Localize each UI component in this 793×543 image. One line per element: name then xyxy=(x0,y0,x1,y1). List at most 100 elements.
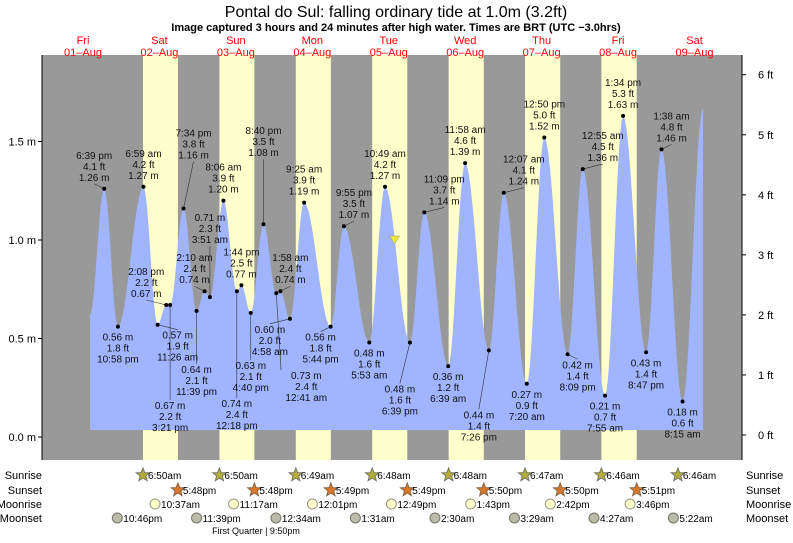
moonset-time: 4:27am xyxy=(600,514,633,525)
tide-label-ft: 3.9 ft xyxy=(293,176,315,187)
moonset-time: 3:29am xyxy=(521,514,554,525)
left-tick-label: 0.0 m xyxy=(8,432,36,444)
sunrise-row-label-right: Sunrise xyxy=(746,470,783,482)
moonset-icon xyxy=(667,512,679,524)
tide-point xyxy=(659,147,664,152)
tide-label-time: 7:26 pm xyxy=(461,432,497,443)
sunrise-icon xyxy=(517,466,534,482)
day-date: 07–Aug xyxy=(523,47,561,59)
moonset-icon xyxy=(349,512,361,524)
right-tick-label: 4 ft xyxy=(758,190,773,202)
moonset-time: 2:30am xyxy=(441,514,474,525)
tide-label-m: 0.48 m xyxy=(354,348,385,359)
tide-label-ft: 4.5 ft xyxy=(592,142,614,153)
tide-label-m: 0.43 m xyxy=(631,358,662,369)
moonset-row-label: Moonset xyxy=(0,513,42,525)
sunset-icon xyxy=(322,481,339,497)
tide-point xyxy=(407,340,412,345)
tide-label-m: 0.74 m xyxy=(222,399,253,410)
tide-label-leader xyxy=(424,207,445,213)
tide-label-ft: 4.6 ft xyxy=(454,136,476,147)
tide-label-ft: 4.8 ft xyxy=(660,122,682,133)
tide-label-m: 0.27 m xyxy=(511,390,542,401)
moonrise-icon xyxy=(624,498,636,510)
sunrise-row-label: Sunrise xyxy=(5,470,42,482)
moonset-icon xyxy=(509,512,521,524)
moonrise-time: 1:43pm xyxy=(477,500,510,511)
tide-label-time: 12:41 am xyxy=(285,393,327,404)
moonset-time: 11:39pm xyxy=(203,514,241,525)
tide-label-time: 12:55 am xyxy=(582,131,624,142)
tide-point xyxy=(422,210,427,215)
sunset-icon xyxy=(399,481,416,497)
tide-point xyxy=(367,340,372,345)
tide-point xyxy=(382,184,387,189)
tide-label-ft: 4.1 ft xyxy=(83,162,105,173)
tide-label-time: 4:40 pm xyxy=(233,383,269,394)
tide-label-time: 2:10 am xyxy=(176,253,212,264)
tide-point xyxy=(463,161,468,166)
tide-label-leader xyxy=(582,163,603,170)
tide-curve xyxy=(90,108,703,430)
moonrise-icon xyxy=(306,498,318,510)
tide-point xyxy=(155,322,160,327)
tide-label-m: 1.14 m xyxy=(429,196,460,207)
tide-label-ft: 2.3 ft xyxy=(199,224,221,235)
tide-label-m: 1.20 m xyxy=(208,185,239,196)
moonset-time: 5:22am xyxy=(679,514,712,525)
day-name: Mon xyxy=(302,35,323,47)
tide-label-time: 7:34 pm xyxy=(175,128,211,139)
day-name: Sat xyxy=(151,35,168,47)
tide-point xyxy=(234,289,239,294)
tide-label-time: 4:58 am xyxy=(252,347,288,358)
current-level-marker xyxy=(389,235,401,245)
sunrise-time: 6:46am xyxy=(606,471,639,482)
tide-label-time: 10:58 pm xyxy=(97,355,139,366)
sunrise-time: 6:48am xyxy=(377,471,410,482)
tide-label-time: 1:38 am xyxy=(653,111,689,122)
day-date: 03–Aug xyxy=(217,47,255,59)
sunrise-time: 6:48am xyxy=(454,471,487,482)
day-date: 04–Aug xyxy=(293,47,331,59)
tide-point xyxy=(239,283,244,288)
tide-point xyxy=(542,135,547,140)
day-name: Fri xyxy=(612,35,625,47)
tide-point xyxy=(341,224,346,229)
chart-title: Pontal do Sul: falling ordinary tide at … xyxy=(225,4,567,21)
tide-label-ft: 2.4 ft xyxy=(279,264,301,275)
moonrise-icon xyxy=(149,498,161,510)
moonset-time: 12:34am xyxy=(282,514,321,525)
tide-point xyxy=(278,289,283,294)
tide-label-ft: 2.4 ft xyxy=(183,264,205,275)
sunset-icon xyxy=(475,481,492,497)
sunrise-icon xyxy=(669,466,686,482)
tide-point xyxy=(207,295,212,300)
right-tick-label: 1 ft xyxy=(758,370,773,382)
tide-label-m: 1.63 m xyxy=(608,100,639,111)
moonset-time: 1:31am xyxy=(361,514,394,525)
sunset-icon xyxy=(169,481,186,497)
tide-label-leader xyxy=(269,318,290,325)
moonrise-row-label-right: Moonrise xyxy=(746,499,791,511)
moonrise-time: 12:01pm xyxy=(318,500,357,511)
tide-label-time: 3:21 pm xyxy=(152,423,188,434)
tide-label-m: 1.52 m xyxy=(529,122,560,133)
tide-label-m: 0.63 m xyxy=(235,361,266,372)
tide-label-time: 12:07 am xyxy=(503,155,545,166)
tide-label-ft: 5.0 ft xyxy=(533,111,555,122)
tide-label-m: 1.36 m xyxy=(587,153,618,164)
day-name: Wed xyxy=(454,35,476,47)
tide-point xyxy=(446,364,451,369)
tide-point xyxy=(115,324,120,329)
tide-events: 1:34 pm5.3 ft1.63 m 12:50 pm5.0 ft1.52 m 1… xyxy=(76,78,701,443)
tide-label-time: 10:49 am xyxy=(364,149,406,160)
moonrise-icon xyxy=(385,498,397,510)
tide-point xyxy=(501,190,506,195)
moonrise-time: 2:42pm xyxy=(556,500,589,511)
left-tick-label: 1.5 m xyxy=(8,137,36,149)
tide-label-m: 1.16 m xyxy=(178,150,209,161)
tide-label-leader xyxy=(275,293,282,371)
moonrise-time: 10:37am xyxy=(161,500,200,511)
tide-label-ft: 1.2 ft xyxy=(437,383,459,394)
tide-label-ft: 1.8 ft xyxy=(309,344,331,355)
